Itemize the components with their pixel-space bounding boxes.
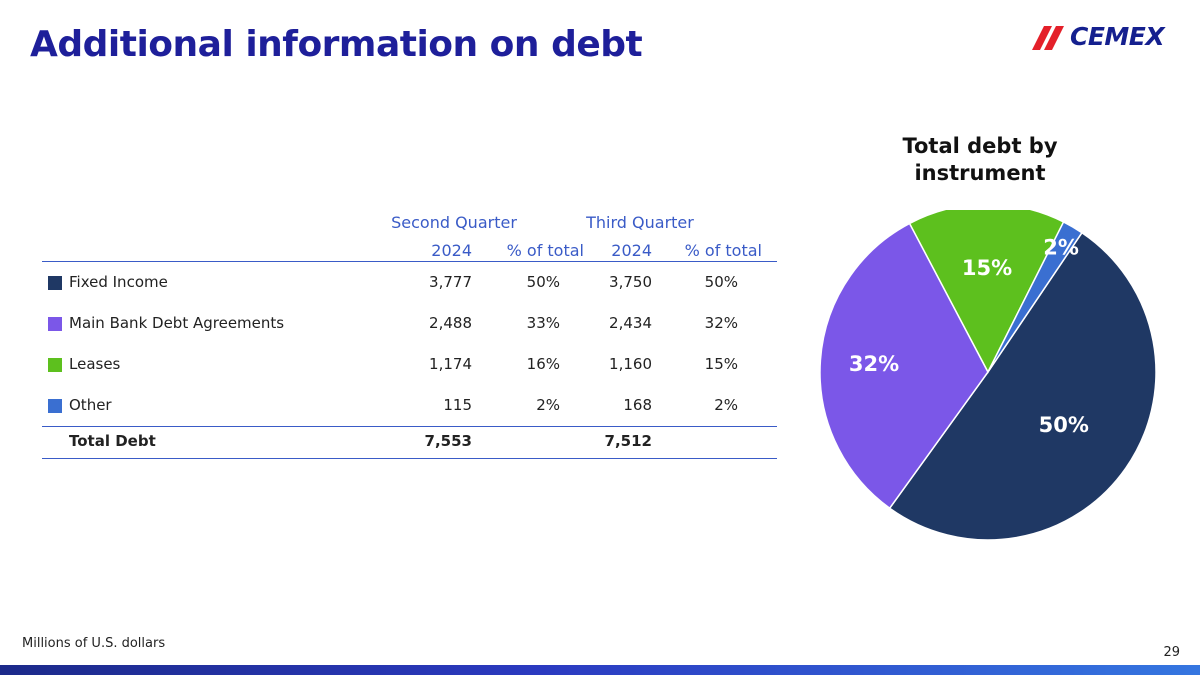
q3-pct: 50% (704, 273, 738, 291)
q2-pct: 33% (526, 314, 560, 332)
header-third-quarter: Third Quarter (586, 213, 694, 232)
debt-pie-chart: 50% 32% 15% 2% (819, 210, 1157, 541)
header-rule (42, 261, 777, 262)
total-label: Total Debt (69, 432, 156, 450)
q3-value: 2,434 (609, 314, 652, 332)
q2-value: 115 (443, 396, 472, 414)
total-q2-value: 7,553 (424, 432, 472, 450)
table-row: Other 115 2% 168 2% (42, 394, 777, 418)
table-row: Leases 1,174 16% 1,160 15% (42, 353, 777, 377)
q3-value: 168 (623, 396, 652, 414)
header-second-quarter: Second Quarter (391, 213, 517, 232)
q2-value: 2,488 (429, 314, 472, 332)
cemex-logo: CEMEX (1030, 22, 1190, 54)
footnote: Millions of U.S. dollars (22, 636, 166, 651)
other-swatch (48, 399, 62, 413)
pie-slice-main-bank-debt-agreements (819, 222, 989, 510)
q2-value: 3,777 (429, 273, 472, 291)
q3-value: 1,160 (609, 355, 652, 373)
pie-slice-other (987, 220, 1083, 373)
page-title: Additional information on debt (30, 24, 643, 65)
subheader-q3-pct: % of total (684, 241, 762, 260)
row-label: Main Bank Debt Agreements (69, 314, 285, 332)
q3-pct: 15% (704, 355, 738, 373)
total-row: Total Debt 7,553 7,512 (42, 430, 777, 454)
q2-pct: 2% (536, 396, 560, 414)
row-label: Fixed Income (69, 273, 168, 291)
q3-pct: 32% (704, 314, 738, 332)
fixed-income-swatch (48, 276, 62, 290)
pie-slice-fixed-income (888, 231, 1157, 541)
pie-label-fixed-income: 50% (1039, 413, 1089, 437)
logo-stripes-icon (1032, 26, 1064, 50)
table-row: Fixed Income 3,777 50% 3,750 50% (42, 271, 777, 295)
pie-label-main-bank-debt-agreements: 32% (849, 352, 899, 376)
pie-label-leases: 15% (962, 256, 1012, 280)
logo-text: CEMEX (1070, 22, 1165, 51)
main-bank-swatch (48, 317, 62, 331)
q2-pct: 50% (526, 273, 560, 291)
q2-pct: 16% (526, 355, 560, 373)
subheader-q2-pct: % of total (506, 241, 584, 260)
row-label: Other (69, 396, 112, 414)
leases-swatch (48, 358, 62, 372)
row-label: Leases (69, 355, 121, 373)
footer-bar (0, 665, 1200, 675)
table-row: Main Bank Debt Agreements 2,488 33% 2,43… (42, 312, 777, 336)
subheader-q2-2024: 2024 (431, 241, 472, 260)
page-number: 29 (1163, 645, 1180, 660)
total-top-rule (42, 426, 777, 427)
subheader-q3-2024: 2024 (611, 241, 652, 260)
q3-pct: 2% (714, 396, 738, 414)
pie-label-other: 2% (1043, 235, 1079, 259)
total-q3-value: 7,512 (604, 432, 652, 450)
q3-value: 3,750 (609, 273, 652, 291)
total-bottom-rule (42, 458, 777, 459)
chart-title: Total debt by instrument (902, 134, 1058, 185)
pie-slice-leases (908, 210, 1065, 374)
q2-value: 1,174 (429, 355, 472, 373)
